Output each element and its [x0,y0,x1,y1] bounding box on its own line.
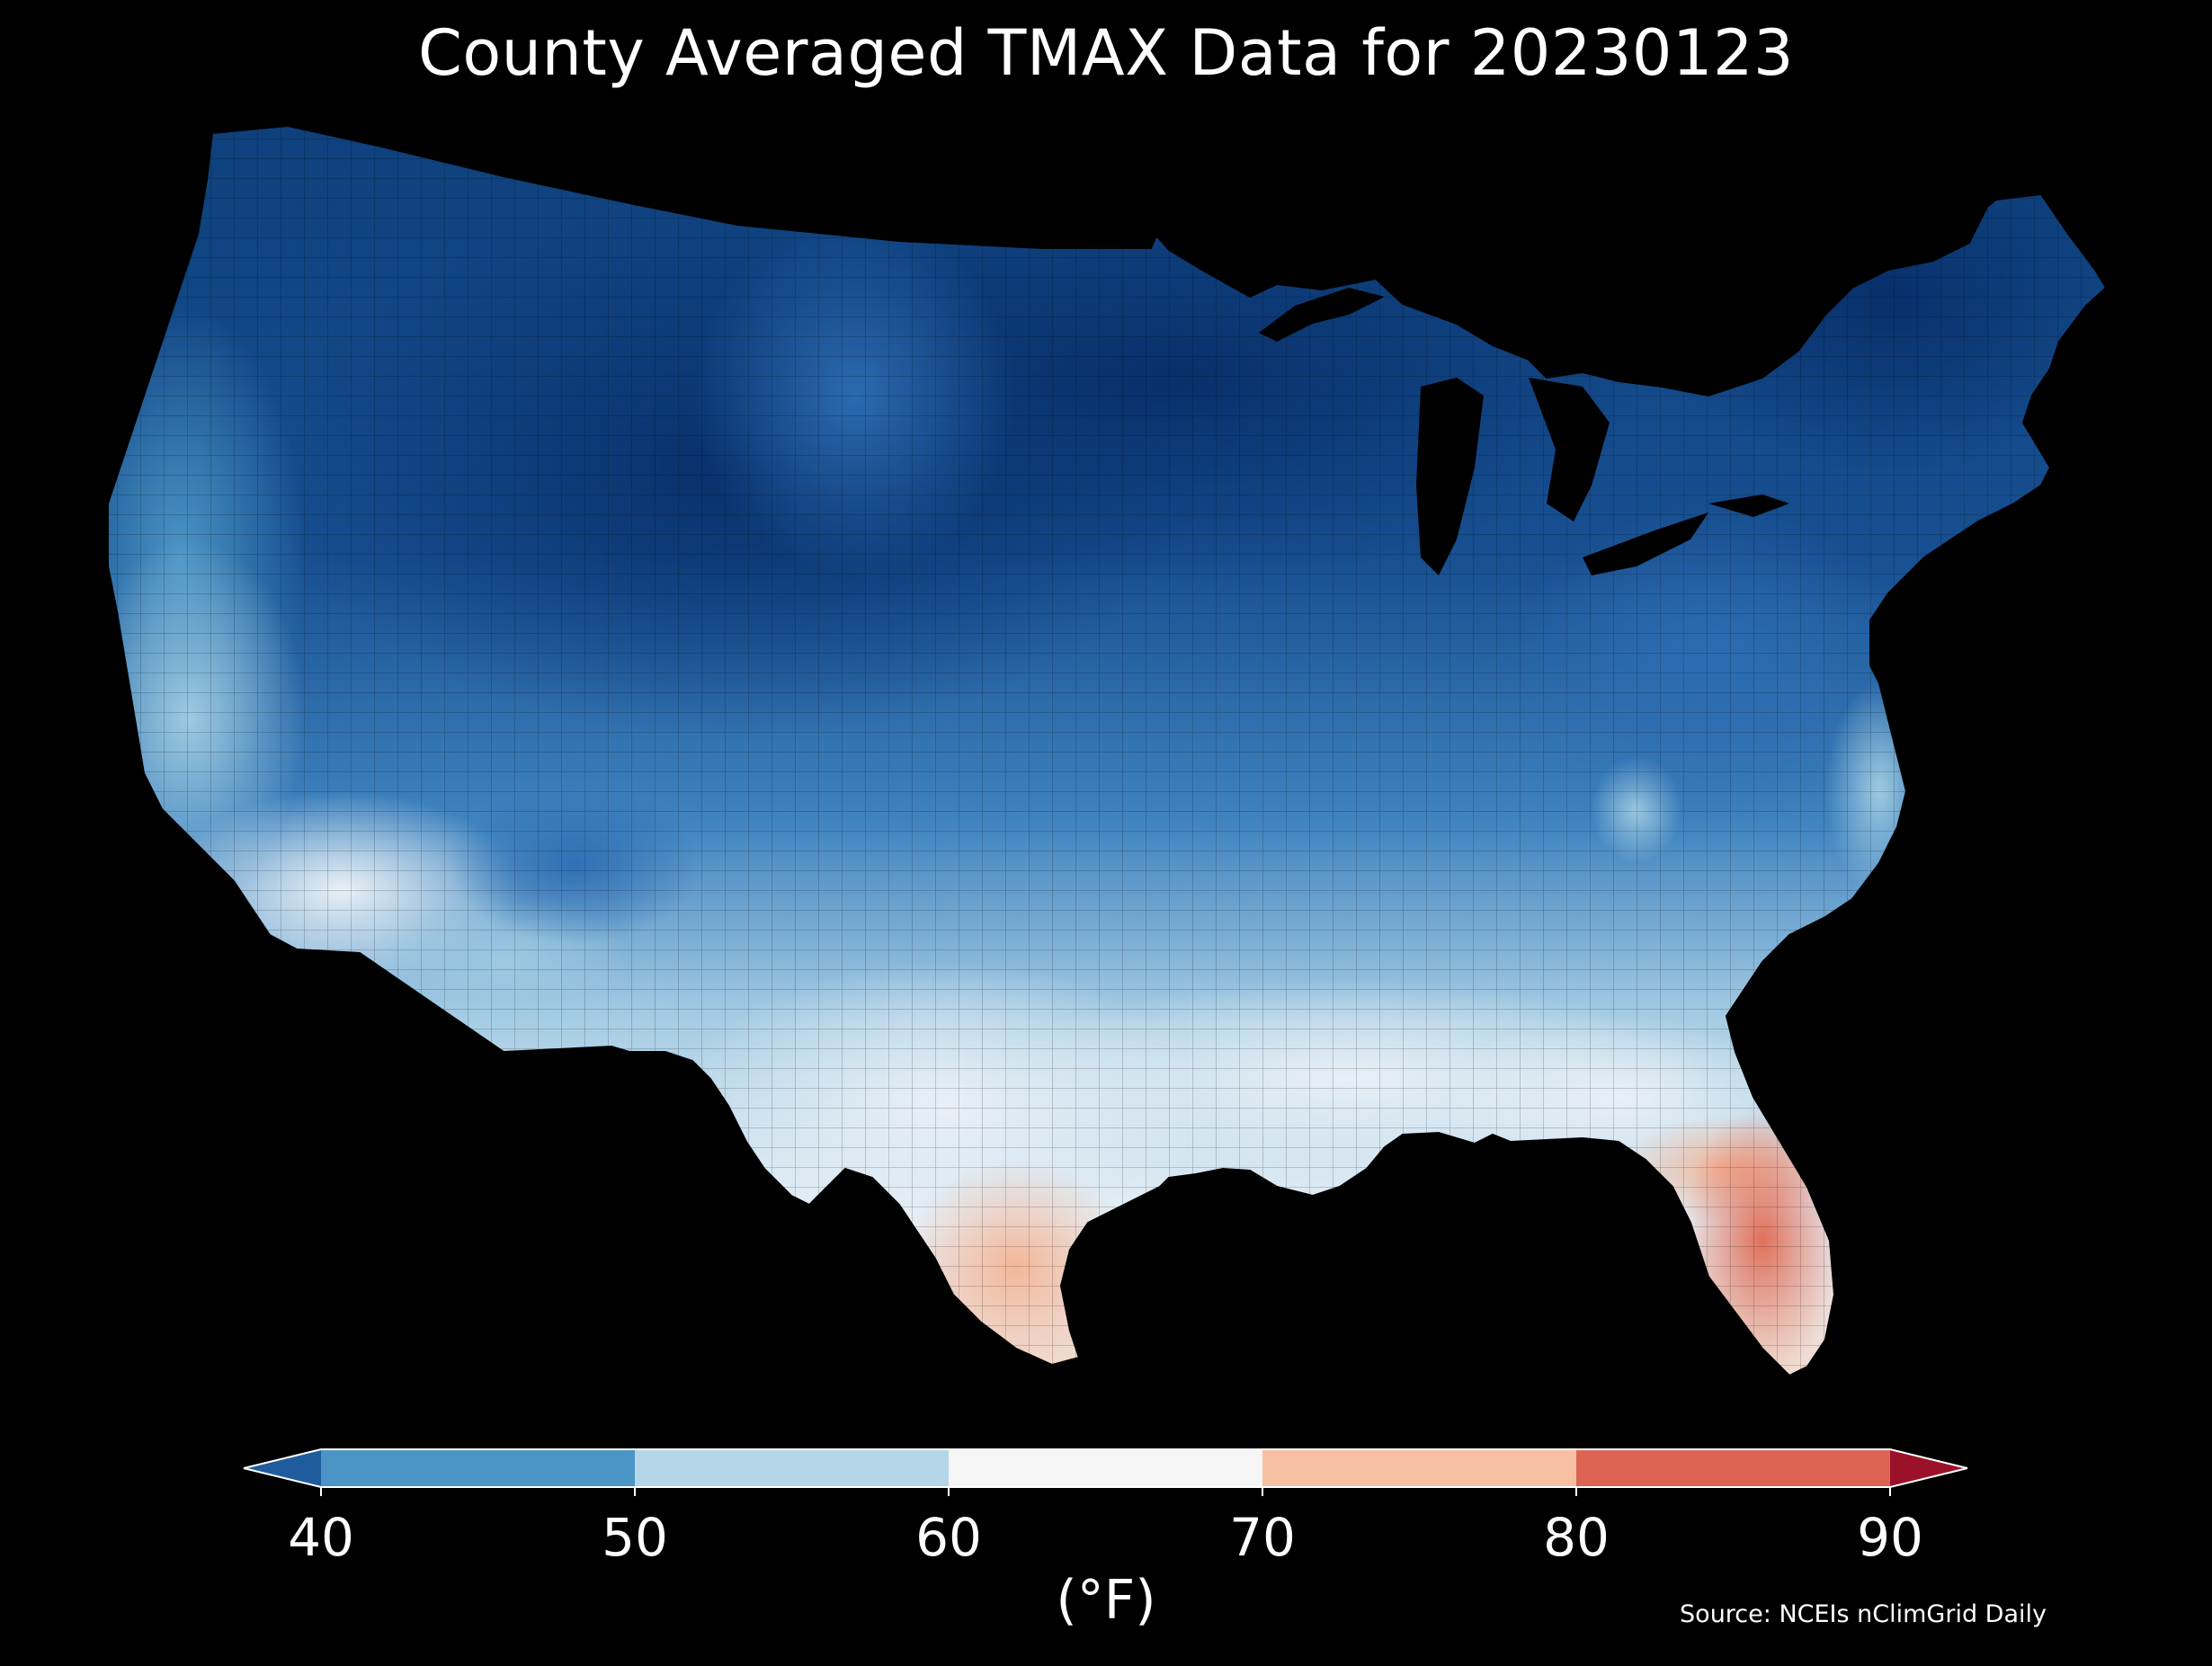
colorbar-segment [321,1449,635,1487]
colorbar-segment [949,1449,1262,1487]
colorbar [243,1448,1968,1496]
colorbar-segment [1262,1449,1576,1487]
colorbar-tick-label: 40 [288,1507,354,1568]
us-map-fill [108,126,2106,1376]
colorbar-tick-label: 80 [1543,1507,1610,1568]
colorbar-under-arrow [244,1449,321,1487]
source-credit: Source: NCEIs nClimGrid Daily [1680,1600,2047,1628]
colorbar-tick-label: 90 [1857,1507,1923,1568]
colorbar-over-arrow [1890,1449,1967,1487]
colorbar-tick-label: 50 [602,1507,668,1568]
colorbar-tick-label: 60 [915,1507,982,1568]
colorbar-tick-label: 70 [1229,1507,1296,1568]
great-lakes [1259,288,1789,575]
colorbar-segment [635,1449,949,1487]
colorbar-segment [1576,1449,1890,1487]
chart-title: County Averaged TMAX Data for 20230123 [417,16,1795,90]
colorbar-unit-label: (°F) [1056,1569,1156,1632]
